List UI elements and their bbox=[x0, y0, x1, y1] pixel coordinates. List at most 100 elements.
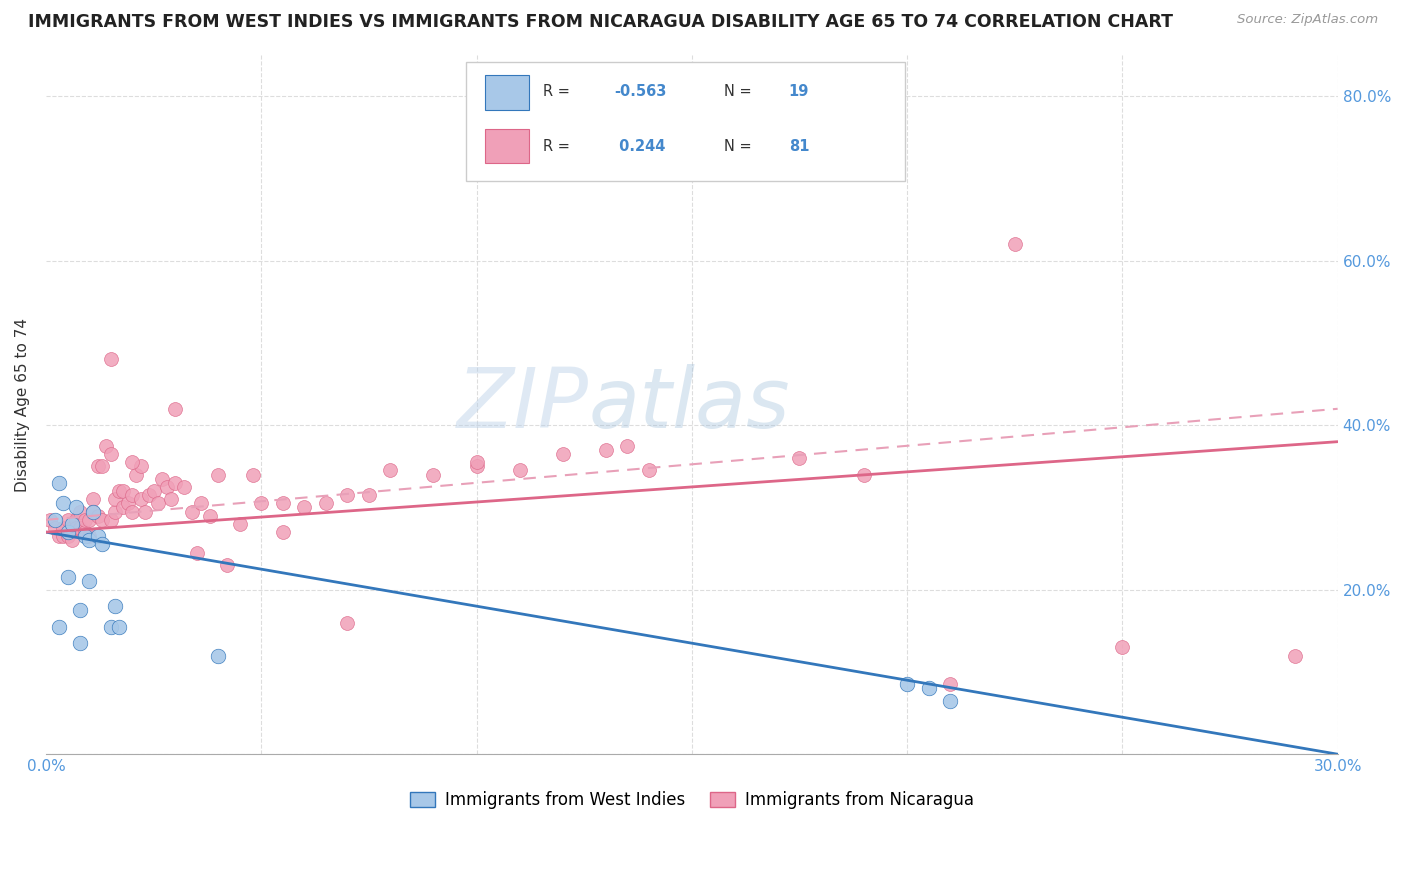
Point bbox=[422, 467, 444, 482]
Point bbox=[82, 492, 104, 507]
Point bbox=[142, 483, 165, 498]
Point bbox=[104, 599, 127, 614]
Point bbox=[1004, 237, 1026, 252]
Point bbox=[77, 513, 100, 527]
Point bbox=[292, 500, 315, 515]
Point bbox=[44, 521, 66, 535]
Point bbox=[207, 648, 229, 663]
Point bbox=[129, 492, 152, 507]
Text: N =: N = bbox=[724, 84, 756, 99]
FancyBboxPatch shape bbox=[465, 62, 905, 181]
Text: 0.244: 0.244 bbox=[614, 138, 665, 153]
Point bbox=[69, 603, 91, 617]
Point bbox=[86, 459, 108, 474]
Point bbox=[73, 529, 96, 543]
Point bbox=[336, 488, 359, 502]
Point bbox=[1284, 648, 1306, 663]
Point bbox=[100, 513, 122, 527]
Point bbox=[69, 505, 91, 519]
Point bbox=[198, 508, 221, 523]
Point bbox=[789, 451, 811, 466]
Point bbox=[108, 483, 131, 498]
Point bbox=[509, 463, 531, 477]
Point bbox=[82, 505, 104, 519]
FancyBboxPatch shape bbox=[485, 128, 529, 163]
Point bbox=[146, 496, 169, 510]
Point bbox=[77, 574, 100, 589]
Point bbox=[104, 492, 127, 507]
Point bbox=[150, 472, 173, 486]
Point bbox=[52, 521, 75, 535]
Point bbox=[91, 459, 114, 474]
Point bbox=[155, 480, 177, 494]
Point bbox=[595, 442, 617, 457]
Text: -0.563: -0.563 bbox=[614, 84, 666, 99]
Point bbox=[56, 570, 79, 584]
Point bbox=[357, 488, 380, 502]
Point bbox=[77, 533, 100, 548]
Point bbox=[108, 620, 131, 634]
Point bbox=[60, 533, 83, 548]
Text: R =: R = bbox=[543, 84, 575, 99]
Point bbox=[181, 505, 204, 519]
Point bbox=[86, 508, 108, 523]
Point bbox=[134, 505, 156, 519]
Point bbox=[551, 447, 574, 461]
Point bbox=[250, 496, 273, 510]
Point bbox=[896, 677, 918, 691]
Point bbox=[96, 439, 118, 453]
Point bbox=[380, 463, 402, 477]
Point bbox=[60, 521, 83, 535]
Point bbox=[52, 529, 75, 543]
FancyBboxPatch shape bbox=[485, 75, 529, 110]
Point bbox=[65, 521, 87, 535]
Point bbox=[186, 546, 208, 560]
Text: Source: ZipAtlas.com: Source: ZipAtlas.com bbox=[1237, 13, 1378, 27]
Point bbox=[939, 694, 962, 708]
Point bbox=[242, 467, 264, 482]
Point bbox=[637, 463, 659, 477]
Point bbox=[52, 496, 75, 510]
Point bbox=[271, 496, 294, 510]
Point bbox=[100, 447, 122, 461]
Point bbox=[91, 513, 114, 527]
Point bbox=[48, 475, 70, 490]
Point bbox=[121, 455, 143, 469]
Point bbox=[86, 529, 108, 543]
Point bbox=[100, 620, 122, 634]
Point bbox=[121, 505, 143, 519]
Point bbox=[138, 488, 160, 502]
Point bbox=[315, 496, 337, 510]
Point bbox=[56, 529, 79, 543]
Point bbox=[112, 483, 135, 498]
Point bbox=[939, 677, 962, 691]
Text: ZIP: ZIP bbox=[457, 364, 589, 445]
Point bbox=[100, 352, 122, 367]
Point bbox=[39, 513, 62, 527]
Point bbox=[853, 467, 876, 482]
Point bbox=[207, 467, 229, 482]
Point bbox=[69, 521, 91, 535]
Point bbox=[1111, 640, 1133, 655]
Point bbox=[465, 455, 488, 469]
Point bbox=[190, 496, 212, 510]
Point bbox=[271, 525, 294, 540]
Point bbox=[336, 615, 359, 630]
Text: atlas: atlas bbox=[589, 364, 790, 445]
Point bbox=[73, 525, 96, 540]
Point bbox=[56, 513, 79, 527]
Text: 19: 19 bbox=[789, 84, 808, 99]
Point bbox=[91, 537, 114, 551]
Point bbox=[228, 516, 250, 531]
Text: 81: 81 bbox=[789, 138, 810, 153]
Point bbox=[69, 636, 91, 650]
Point bbox=[48, 529, 70, 543]
Point bbox=[125, 467, 148, 482]
Y-axis label: Disability Age 65 to 74: Disability Age 65 to 74 bbox=[15, 318, 30, 491]
Point bbox=[60, 516, 83, 531]
Point bbox=[73, 513, 96, 527]
Text: R =: R = bbox=[543, 138, 575, 153]
Point bbox=[465, 459, 488, 474]
Point bbox=[56, 525, 79, 540]
Point bbox=[48, 620, 70, 634]
